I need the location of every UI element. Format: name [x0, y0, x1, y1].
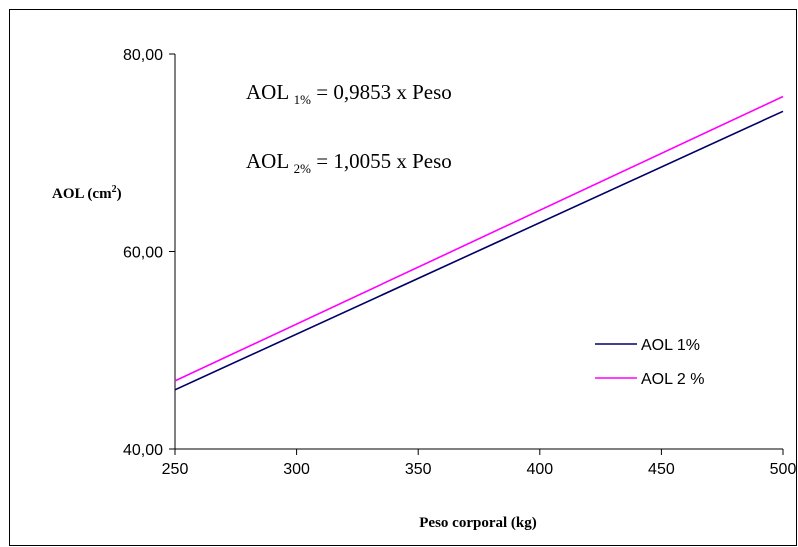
y-tick-label: 60,00	[123, 245, 163, 262]
equation-1-sub: 1%	[294, 92, 312, 107]
x-tick-label: 300	[283, 461, 310, 478]
ticks: 250 300 350 400 450 500 40,00 60,00 80,00	[123, 47, 796, 478]
x-tick-label: 350	[405, 461, 432, 478]
equation-2-sub: 2%	[294, 161, 312, 176]
equation-1-main: AOL	[246, 80, 294, 104]
y-axis-title: AOL (cm2)	[52, 184, 122, 202]
y-axis-title-sup: 2	[112, 184, 117, 195]
equation-2-main: AOL	[246, 149, 294, 173]
equation-2-rest: = 1,0055 x Peso	[311, 149, 452, 173]
series-line-aol-2	[174, 95, 784, 382]
x-tick-label: 400	[526, 461, 553, 478]
y-tick-label: 80,00	[123, 47, 163, 64]
legend-label-aol-1: AOL 1%	[641, 337, 700, 354]
series-line-aol-1	[174, 110, 784, 391]
y-axis-title-main: AOL (cm	[52, 186, 112, 202]
x-tick-label: 450	[648, 461, 675, 478]
equation-1-rest: = 0,9853 x Peso	[311, 80, 452, 104]
equation-2: AOL 2% = 1,0055 x Peso	[246, 149, 452, 176]
legend-label-aol-2: AOL 2 %	[641, 371, 704, 388]
equation-1: AOL 1% = 0,9853 x Peso	[246, 80, 452, 107]
x-tick-label: 250	[162, 461, 189, 478]
y-axis-title-end: )	[117, 186, 122, 202]
x-tick-label: 500	[770, 461, 797, 478]
y-tick-label: 40,00	[123, 442, 163, 459]
chart-frame	[9, 9, 797, 546]
x-axis-title: Peso corporal (kg)	[419, 515, 536, 531]
series	[174, 95, 784, 391]
legend: AOL 1% AOL 2 %	[595, 337, 704, 388]
